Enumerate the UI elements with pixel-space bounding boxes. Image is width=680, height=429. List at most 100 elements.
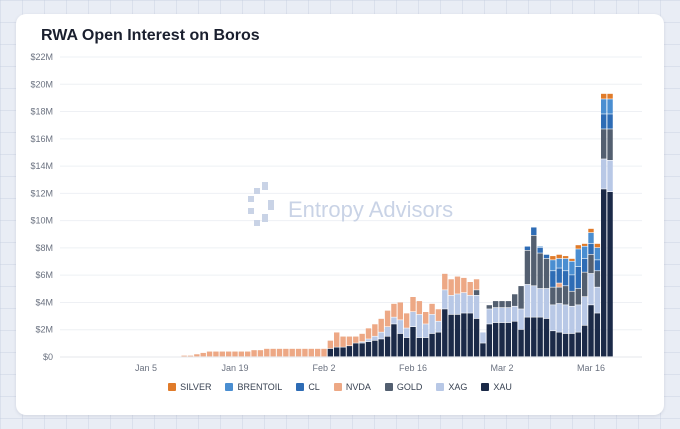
bar-segment-xau <box>492 322 499 357</box>
bar-segment-cl <box>550 271 556 287</box>
bar-segment-nvda <box>461 277 467 293</box>
bar-segment-gold <box>607 129 613 161</box>
bar-segment-silver <box>581 243 588 246</box>
bar-segment-brentoil <box>601 99 607 114</box>
bar-segment-brentoil <box>550 260 556 271</box>
bar-segment-xau <box>588 305 594 357</box>
bar-segment-xag <box>524 284 531 317</box>
legend-label: CL <box>308 382 320 392</box>
y-tick-label: $2M <box>35 325 53 335</box>
bar-segment-nvda <box>334 332 340 347</box>
legend-item-xag[interactable]: XAG <box>436 382 467 392</box>
y-tick-label: $0 <box>43 352 53 362</box>
legend-item-xau[interactable]: XAU <box>481 382 512 392</box>
bar-segment-brentoil <box>607 99 613 114</box>
bar-segment-gold <box>556 287 562 304</box>
bar-segment-xau <box>454 314 461 357</box>
legend-label: XAG <box>448 382 468 392</box>
bar-segment-gold <box>594 271 601 287</box>
bar-segment-nvda <box>213 351 219 357</box>
x-tick-label: Jan 19 <box>221 363 248 373</box>
bar-segment-cl <box>581 258 588 272</box>
chart-title: RWA Open Interest on Boros <box>41 27 260 44</box>
bar-segment-nvda <box>308 348 314 357</box>
y-tick-label: $6M <box>35 270 53 280</box>
bar-segment-xag <box>569 306 575 334</box>
bar-segment-nvda <box>289 348 295 357</box>
bar-segment-gold <box>492 301 499 308</box>
bar-segment-xag <box>518 309 524 330</box>
bar-segment-gold <box>601 129 607 159</box>
bar-segment-xag <box>372 336 378 341</box>
bar-segment-gold <box>505 301 512 308</box>
bar-segment-xau <box>575 332 581 357</box>
bar-segment-cl <box>601 114 607 129</box>
bar-segment-xag <box>480 332 486 343</box>
bar-segment-nvda <box>257 350 264 357</box>
bar-segment-nvda <box>454 276 461 294</box>
bar-segment-nvda <box>467 282 473 296</box>
bar-segment-xau <box>391 324 397 357</box>
bar-segment-xau <box>461 313 467 357</box>
bar-segment-gold <box>581 272 588 297</box>
bar-segment-xau <box>365 342 372 357</box>
bar-segment-cl <box>531 227 537 236</box>
bar-segment-xag <box>581 297 588 326</box>
bar-segment-xag <box>454 294 461 315</box>
x-tick-label: Feb 16 <box>399 363 427 373</box>
bar-segment-gold <box>512 294 518 306</box>
legend-item-cl[interactable]: CL <box>296 382 320 392</box>
bar-segment-silver <box>556 254 562 259</box>
bar-segment-xag <box>486 309 492 324</box>
chart-card <box>16 14 664 415</box>
bar-segment-xau <box>372 340 378 357</box>
bar-segment-xau <box>378 339 384 357</box>
bar-segment-xau <box>499 322 505 357</box>
bar-segment-xau <box>512 321 518 357</box>
bar-segment-xag <box>594 287 601 313</box>
bar-segment-xau <box>384 336 391 357</box>
bar-segment-xag <box>429 314 435 334</box>
bar-segment-xau <box>594 313 601 357</box>
bar-segment-xau <box>467 313 473 357</box>
bar-segment-nvda <box>435 309 442 321</box>
legend-item-nvda[interactable]: NVDA <box>333 382 371 392</box>
bar-segment-nvda <box>238 351 245 357</box>
legend-label: NVDA <box>345 382 371 392</box>
bar-segment-nvda <box>372 324 378 336</box>
legend-item-brentoil[interactable]: BRENTOIL <box>225 382 282 392</box>
y-tick-label: $14M <box>30 161 53 171</box>
x-tick-label: Mar 16 <box>577 363 605 373</box>
bar-segment-nvda <box>346 336 353 346</box>
bar-segment-brentoil <box>562 258 569 271</box>
bar-segment-xag <box>537 288 543 317</box>
bar-segment-nvda <box>423 312 429 324</box>
bar-segment-xag <box>378 332 384 339</box>
bar-segment-cl <box>607 114 613 129</box>
bar-segment-nvda <box>181 355 187 357</box>
bar-segment-xau <box>410 327 416 357</box>
bar-segment-xau <box>550 331 556 357</box>
bar-segment-xag <box>562 305 569 334</box>
watermark-text: Entropy Advisors <box>288 197 453 222</box>
bar-segment-nvda <box>206 351 213 357</box>
bar-segment-xau <box>442 309 448 357</box>
bar-segment-xau <box>581 325 588 357</box>
legend-item-gold[interactable]: GOLD <box>384 382 422 392</box>
bar-segment-xau <box>556 332 562 357</box>
legend-item-silver[interactable]: SILVER <box>168 382 211 392</box>
legend-swatch <box>384 383 393 391</box>
bar-segment-xau <box>607 192 613 357</box>
bar-segment-nvda <box>410 297 416 312</box>
legend-swatch <box>436 383 445 391</box>
y-tick-label: $12M <box>30 188 53 198</box>
bar-segment-nvda <box>416 301 423 315</box>
bar-segment-nvda <box>397 302 403 320</box>
bar-segment-gold <box>499 301 505 308</box>
bar-segment-xag <box>512 306 518 321</box>
bar-segment-nvda <box>276 348 283 357</box>
bar-segment-xag <box>403 328 410 338</box>
bar-segment-silver <box>588 228 594 233</box>
bar-segment-xau <box>486 324 492 357</box>
bar-segment-xag <box>607 160 613 192</box>
